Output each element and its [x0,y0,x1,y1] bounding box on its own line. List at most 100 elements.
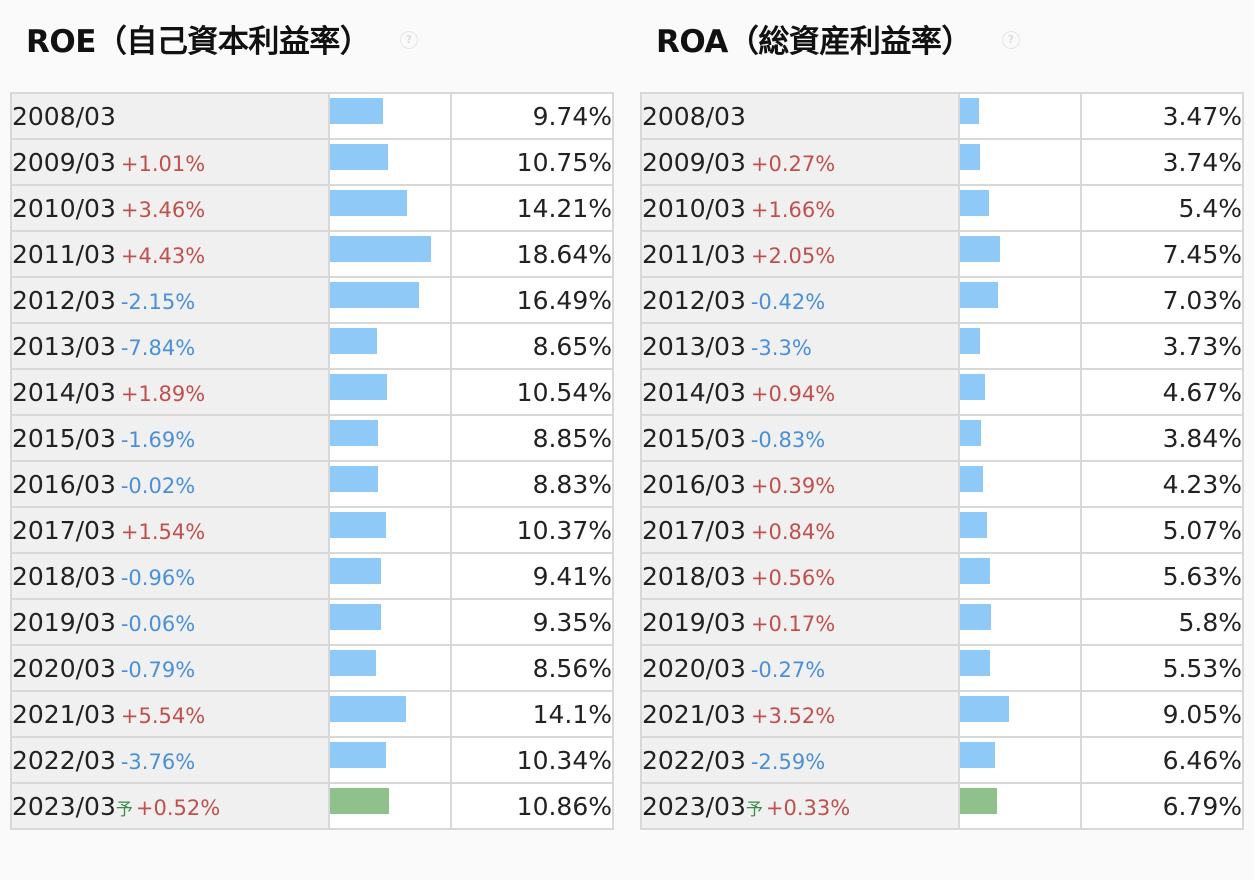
value-bar [330,236,431,262]
value-bar [960,466,983,492]
change-value: +0.52% [135,795,221,820]
table-row: 2019/03 -0.06% 9.35% [10,598,614,646]
year-label: 2017/03 [12,515,116,545]
value-cell: 10.75% [450,138,614,186]
forecast-bar [960,788,997,814]
bar-cell [958,690,1082,738]
year-cell: 2021/03 +5.54% [10,690,330,738]
value-bar [330,282,419,308]
value-cell: 3.84% [1080,414,1244,462]
year-cell: 2009/03 +1.01% [10,138,330,186]
value-cell: 6.79% [1080,782,1244,830]
year-cell: 2018/03 +0.56% [640,552,960,600]
bar-cell [328,552,452,600]
bar-cell [328,598,452,646]
change-value: +3.46% [120,197,206,222]
value-cell: 18.64% [450,230,614,278]
roa-header: ROA（総資産利益率） ? [640,0,1240,92]
year-label: 2010/03 [642,193,746,223]
table-row: 2016/03 -0.02% 8.83% [10,460,614,508]
change-value: -0.83% [750,427,826,452]
value-bar [330,742,386,768]
table-row: 2023/03予 +0.52% 10.86% [10,782,614,830]
year-label: 2022/03 [642,745,746,775]
table-row: 2008/03 9.74% [10,92,614,140]
bar-cell [958,552,1082,600]
year-label: 2014/03 [12,377,116,407]
bar-cell [958,138,1082,186]
year-cell: 2019/03 -0.06% [10,598,330,646]
table-row: 2019/03 +0.17% 5.8% [640,598,1244,646]
year-label: 2011/03 [12,239,116,269]
value-bar [330,98,383,124]
value-cell: 10.54% [450,368,614,416]
value-bar [330,558,381,584]
value-bar [960,190,989,216]
value-cell: 5.4% [1080,184,1244,232]
table-row: 2018/03 -0.96% 9.41% [10,552,614,600]
change-value: -2.15% [120,289,196,314]
table-row: 2017/03 +1.54% 10.37% [10,506,614,554]
bar-cell [328,92,452,140]
help-icon[interactable]: ? [1002,31,1020,49]
table-row: 2016/03 +0.39% 4.23% [640,460,1244,508]
value-cell: 8.85% [450,414,614,462]
change-value: -0.42% [750,289,826,314]
bar-cell [958,322,1082,370]
year-label: 2012/03 [12,285,116,315]
year-label: 2016/03 [642,469,746,499]
roe-table: 2008/03 9.74% 2009/03 +1.01% 10.75% 2010/03 +3… [10,92,614,830]
table-row: 2021/03 +5.54% 14.1% [10,690,614,738]
year-cell: 2008/03 [10,92,330,140]
change-value: +0.56% [750,565,836,590]
bar-cell [328,138,452,186]
table-row: 2011/03 +2.05% 7.45% [640,230,1244,278]
forecast-mark: 予 [745,799,763,820]
value-cell: 5.63% [1080,552,1244,600]
change-value: -3.76% [120,749,196,774]
year-label: 2014/03 [642,377,746,407]
change-value: +0.39% [750,473,836,498]
value-bar [960,144,980,170]
value-bar [330,420,378,446]
year-cell: 2010/03 +3.46% [10,184,330,232]
value-bar [960,558,990,584]
roa-panel: ROA（総資産利益率） ? 2008/03 3.47% 2009/03 +0.27% 3… [640,0,1244,830]
table-row: 2008/03 3.47% [640,92,1244,140]
bar-cell [328,460,452,508]
value-bar [960,512,987,538]
table-row: 2011/03 +4.43% 18.64% [10,230,614,278]
value-bar [960,604,991,630]
change-value: +1.89% [120,381,206,406]
year-cell: 2013/03 -7.84% [10,322,330,370]
change-value: +1.54% [120,519,206,544]
year-cell: 2010/03 +1.66% [640,184,960,232]
forecast-mark: 予 [115,799,133,820]
year-cell: 2015/03 -0.83% [640,414,960,462]
roe-title: ROE（自己資本利益率） [26,24,371,60]
change-value: +4.43% [120,243,206,268]
year-label: 2023/03 [12,791,116,821]
table-row: 2022/03 -2.59% 6.46% [640,736,1244,784]
help-icon[interactable]: ? [400,31,418,49]
bar-cell [958,276,1082,324]
year-cell: 2017/03 +0.84% [640,506,960,554]
change-value: +0.84% [750,519,836,544]
year-cell: 2023/03予 +0.33% [640,782,960,830]
bar-cell [958,92,1082,140]
change-value: -2.59% [750,749,826,774]
year-cell: 2008/03 [640,92,960,140]
value-bar [330,512,386,538]
bar-cell [328,322,452,370]
bar-cell [958,230,1082,278]
value-cell: 9.35% [450,598,614,646]
bar-cell [328,506,452,554]
year-cell: 2019/03 +0.17% [640,598,960,646]
bar-cell [958,414,1082,462]
table-row: 2018/03 +0.56% 5.63% [640,552,1244,600]
change-value: -1.69% [120,427,196,452]
year-cell: 2022/03 -3.76% [10,736,330,784]
value-cell: 3.74% [1080,138,1244,186]
change-value: -0.96% [120,565,196,590]
value-bar [960,374,985,400]
